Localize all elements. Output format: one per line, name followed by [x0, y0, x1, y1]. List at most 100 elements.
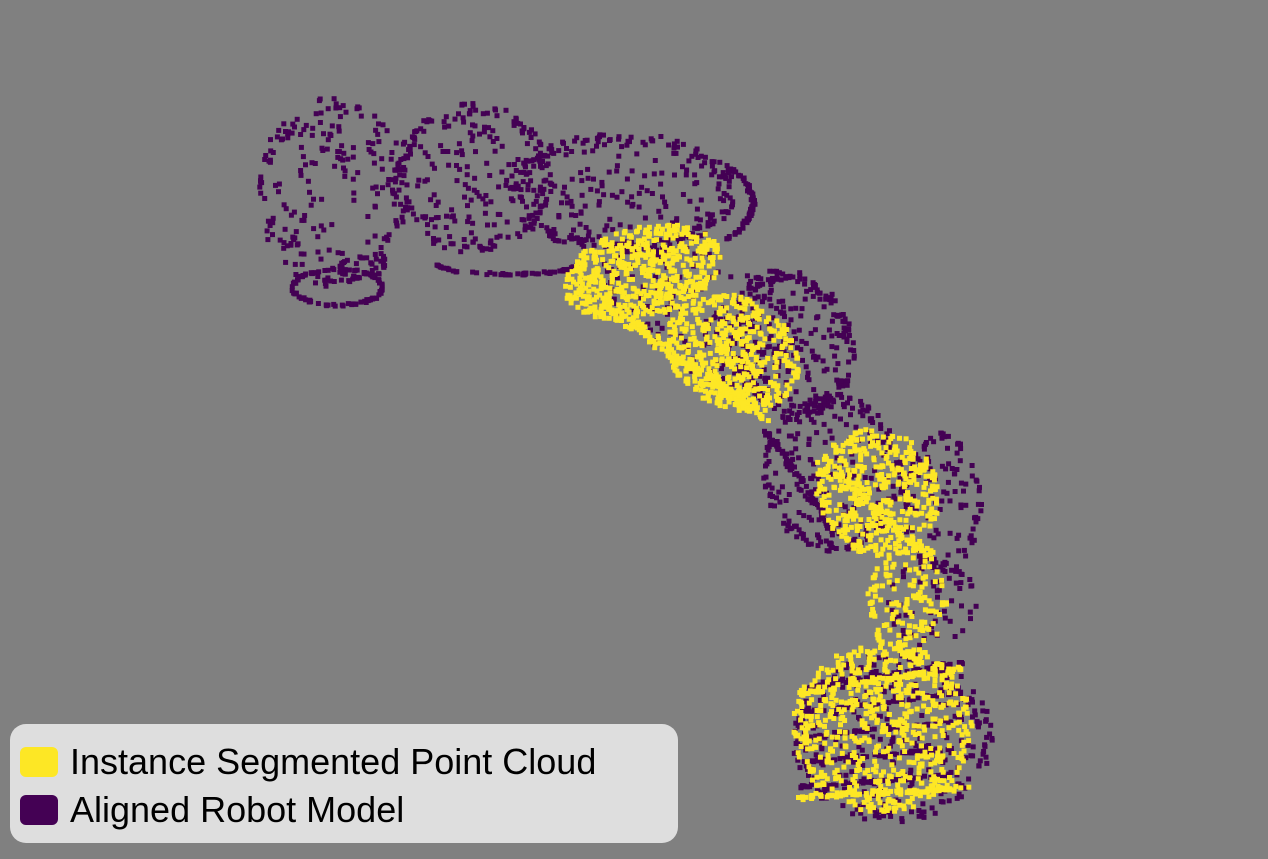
model-point: [301, 127, 307, 133]
model-point: [822, 439, 828, 445]
segmented-point: [700, 259, 706, 265]
segmented-point: [893, 658, 899, 664]
segmented-point: [656, 291, 662, 297]
segmented-point: [867, 490, 872, 496]
segmented-point: [855, 477, 861, 483]
segmented-point: [909, 525, 915, 531]
model-point: [656, 208, 662, 214]
segmented-point: [586, 282, 592, 288]
model-point: [265, 237, 271, 243]
segmented-point: [683, 303, 689, 309]
segmented-point: [698, 387, 704, 393]
model-point: [959, 660, 964, 665]
segmented-point: [642, 282, 648, 288]
segmented-point: [671, 350, 677, 356]
model-point: [515, 157, 521, 162]
model-point: [867, 416, 873, 422]
segmented-point: [848, 690, 854, 696]
model-point: [717, 196, 723, 202]
model-point: [579, 178, 585, 184]
segmented-point: [697, 351, 703, 357]
segmented-point: [658, 285, 664, 291]
model-point: [909, 777, 915, 783]
model-point: [786, 518, 792, 524]
segmented-point: [693, 274, 699, 280]
segmented-point: [681, 225, 687, 231]
segmented-point: [907, 496, 913, 502]
model-point: [899, 697, 905, 703]
model-point: [970, 526, 976, 532]
segmented-point: [889, 466, 895, 472]
segmented-point: [928, 488, 933, 494]
segmented-point: [878, 645, 883, 650]
segmented-point: [690, 284, 696, 290]
model-point: [807, 457, 813, 462]
model-point: [755, 294, 761, 300]
segmented-point: [866, 517, 872, 522]
model-point: [294, 242, 300, 248]
segmented-point: [934, 500, 939, 506]
segmented-point: [615, 287, 621, 292]
segmented-point: [899, 535, 905, 540]
model-point: [402, 139, 408, 145]
segmented-point: [926, 626, 932, 632]
model-point: [762, 375, 768, 381]
segmented-point: [569, 296, 574, 302]
segmented-point: [621, 230, 627, 236]
model-point: [966, 695, 972, 701]
model-point: [293, 291, 299, 297]
segmented-point: [852, 802, 858, 808]
model-point: [585, 233, 591, 239]
segmented-point: [816, 736, 822, 742]
model-point: [850, 459, 856, 465]
segmented-point: [669, 300, 675, 306]
segmented-point: [939, 728, 945, 734]
model-point: [838, 678, 844, 684]
model-point: [808, 491, 814, 497]
segmented-point: [734, 383, 740, 388]
model-point: [886, 673, 892, 679]
model-point: [564, 146, 569, 151]
segmented-point: [884, 607, 890, 613]
segmented-point: [849, 707, 855, 713]
model-point: [809, 401, 815, 407]
segmented-point: [821, 494, 827, 500]
model-point: [739, 290, 745, 296]
model-point: [901, 574, 906, 580]
model-point: [958, 480, 964, 486]
segmented-point: [922, 558, 928, 564]
segmented-point: [659, 249, 664, 255]
segmented-point: [899, 743, 905, 749]
segmented-point: [868, 704, 874, 710]
model-point: [820, 405, 826, 411]
segmented-point: [738, 326, 744, 332]
model-point: [981, 749, 987, 754]
segmented-point: [921, 676, 927, 682]
segmented-point: [630, 253, 635, 259]
model-point: [861, 776, 867, 782]
model-point: [827, 428, 833, 434]
model-point: [833, 711, 839, 717]
segmented-point: [750, 313, 756, 319]
model-point: [970, 699, 975, 705]
model-point: [493, 107, 498, 113]
segmented-point: [853, 513, 859, 519]
segmented-point: [871, 455, 877, 461]
model-point: [322, 277, 328, 283]
model-point: [697, 225, 703, 231]
segmented-point: [844, 700, 850, 706]
model-point: [522, 227, 528, 233]
model-point: [652, 158, 658, 163]
model-point: [752, 201, 758, 207]
model-point: [903, 612, 909, 618]
model-point: [746, 281, 752, 287]
model-point: [717, 159, 723, 165]
model-point: [766, 322, 772, 328]
model-point: [664, 278, 670, 284]
model-point: [619, 144, 625, 150]
segmented-point: [772, 365, 778, 370]
model-point: [298, 168, 304, 173]
segmented-point: [828, 701, 834, 707]
segmented-point: [581, 250, 587, 256]
model-point: [588, 186, 594, 192]
